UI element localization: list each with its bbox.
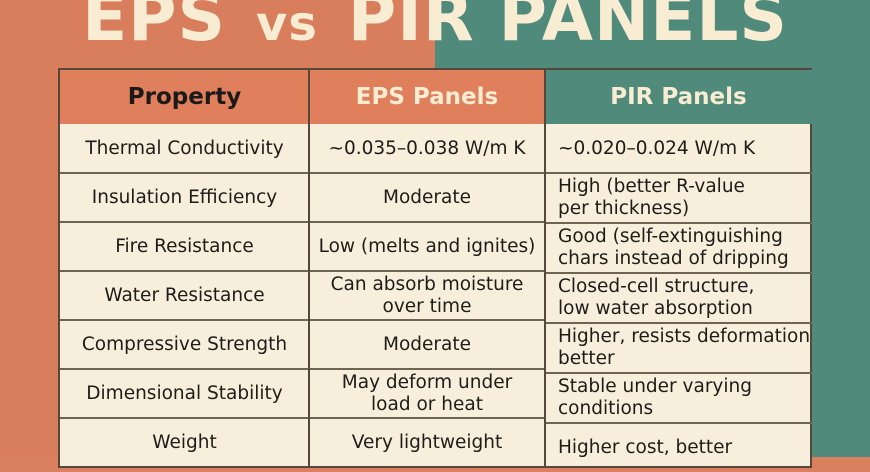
header-pir-panels: PIR Panels [545, 70, 812, 124]
table-cell: Weight [152, 431, 217, 453]
table-cell: Insulation Efficiency [91, 186, 278, 208]
row-divider [545, 422, 812, 424]
table-cell: Water Resistance [104, 284, 265, 306]
table-cell: ~0.020–0.024 W/m K [558, 137, 756, 159]
title-eps: EPS [82, 0, 227, 56]
page-title: EPS vs PIR PANELS [0, 0, 870, 64]
column-divider [308, 70, 310, 466]
comparison-table: Property EPS Panels PIR Panels Thermal C… [58, 68, 812, 468]
row-divider [545, 222, 812, 224]
table-cell: Good (self-extinguishing chars instead o… [558, 225, 789, 269]
row-divider [60, 417, 545, 419]
table-cell: Higher, resists deformation better [558, 325, 811, 369]
table-cell: Moderate [383, 186, 471, 208]
table-cell: Fire Resistance [115, 235, 254, 257]
table-cell: Very lightweight [351, 431, 503, 453]
table-cell: Moderate [383, 333, 471, 355]
row-divider [60, 221, 545, 223]
table-cell: Stable under varying conditions [558, 375, 752, 419]
column-divider [544, 70, 546, 466]
table-cell: Higher cost, better [558, 436, 733, 458]
table-cell: Closed-cell structure, low water absorpt… [558, 275, 755, 319]
table-cell: Compressive Strength [81, 333, 288, 355]
row-divider [60, 319, 545, 321]
table-cell: Thermal Conductivity [85, 137, 284, 159]
table-cell: Dimensional Stability [86, 382, 283, 404]
table-cell: Low (melts and ignites) [318, 235, 536, 257]
header-eps-panels: EPS Panels [309, 70, 545, 124]
table-cell: Can absorb moisture over time [330, 273, 524, 317]
row-divider [60, 172, 545, 174]
row-divider [545, 372, 812, 374]
row-divider [60, 270, 545, 272]
row-divider [545, 172, 812, 174]
table-cell: May deform under load or heat [341, 371, 513, 415]
row-divider [545, 322, 812, 324]
row-divider [60, 368, 545, 370]
table-cell: High (better R-value per thickness) [558, 175, 745, 219]
header-property: Property [60, 70, 309, 124]
table-cell: ~0.035–0.038 W/m K [328, 137, 526, 159]
row-divider [545, 272, 812, 274]
title-vs: vs [256, 0, 318, 52]
title-pir: PIR PANELS [347, 0, 788, 56]
